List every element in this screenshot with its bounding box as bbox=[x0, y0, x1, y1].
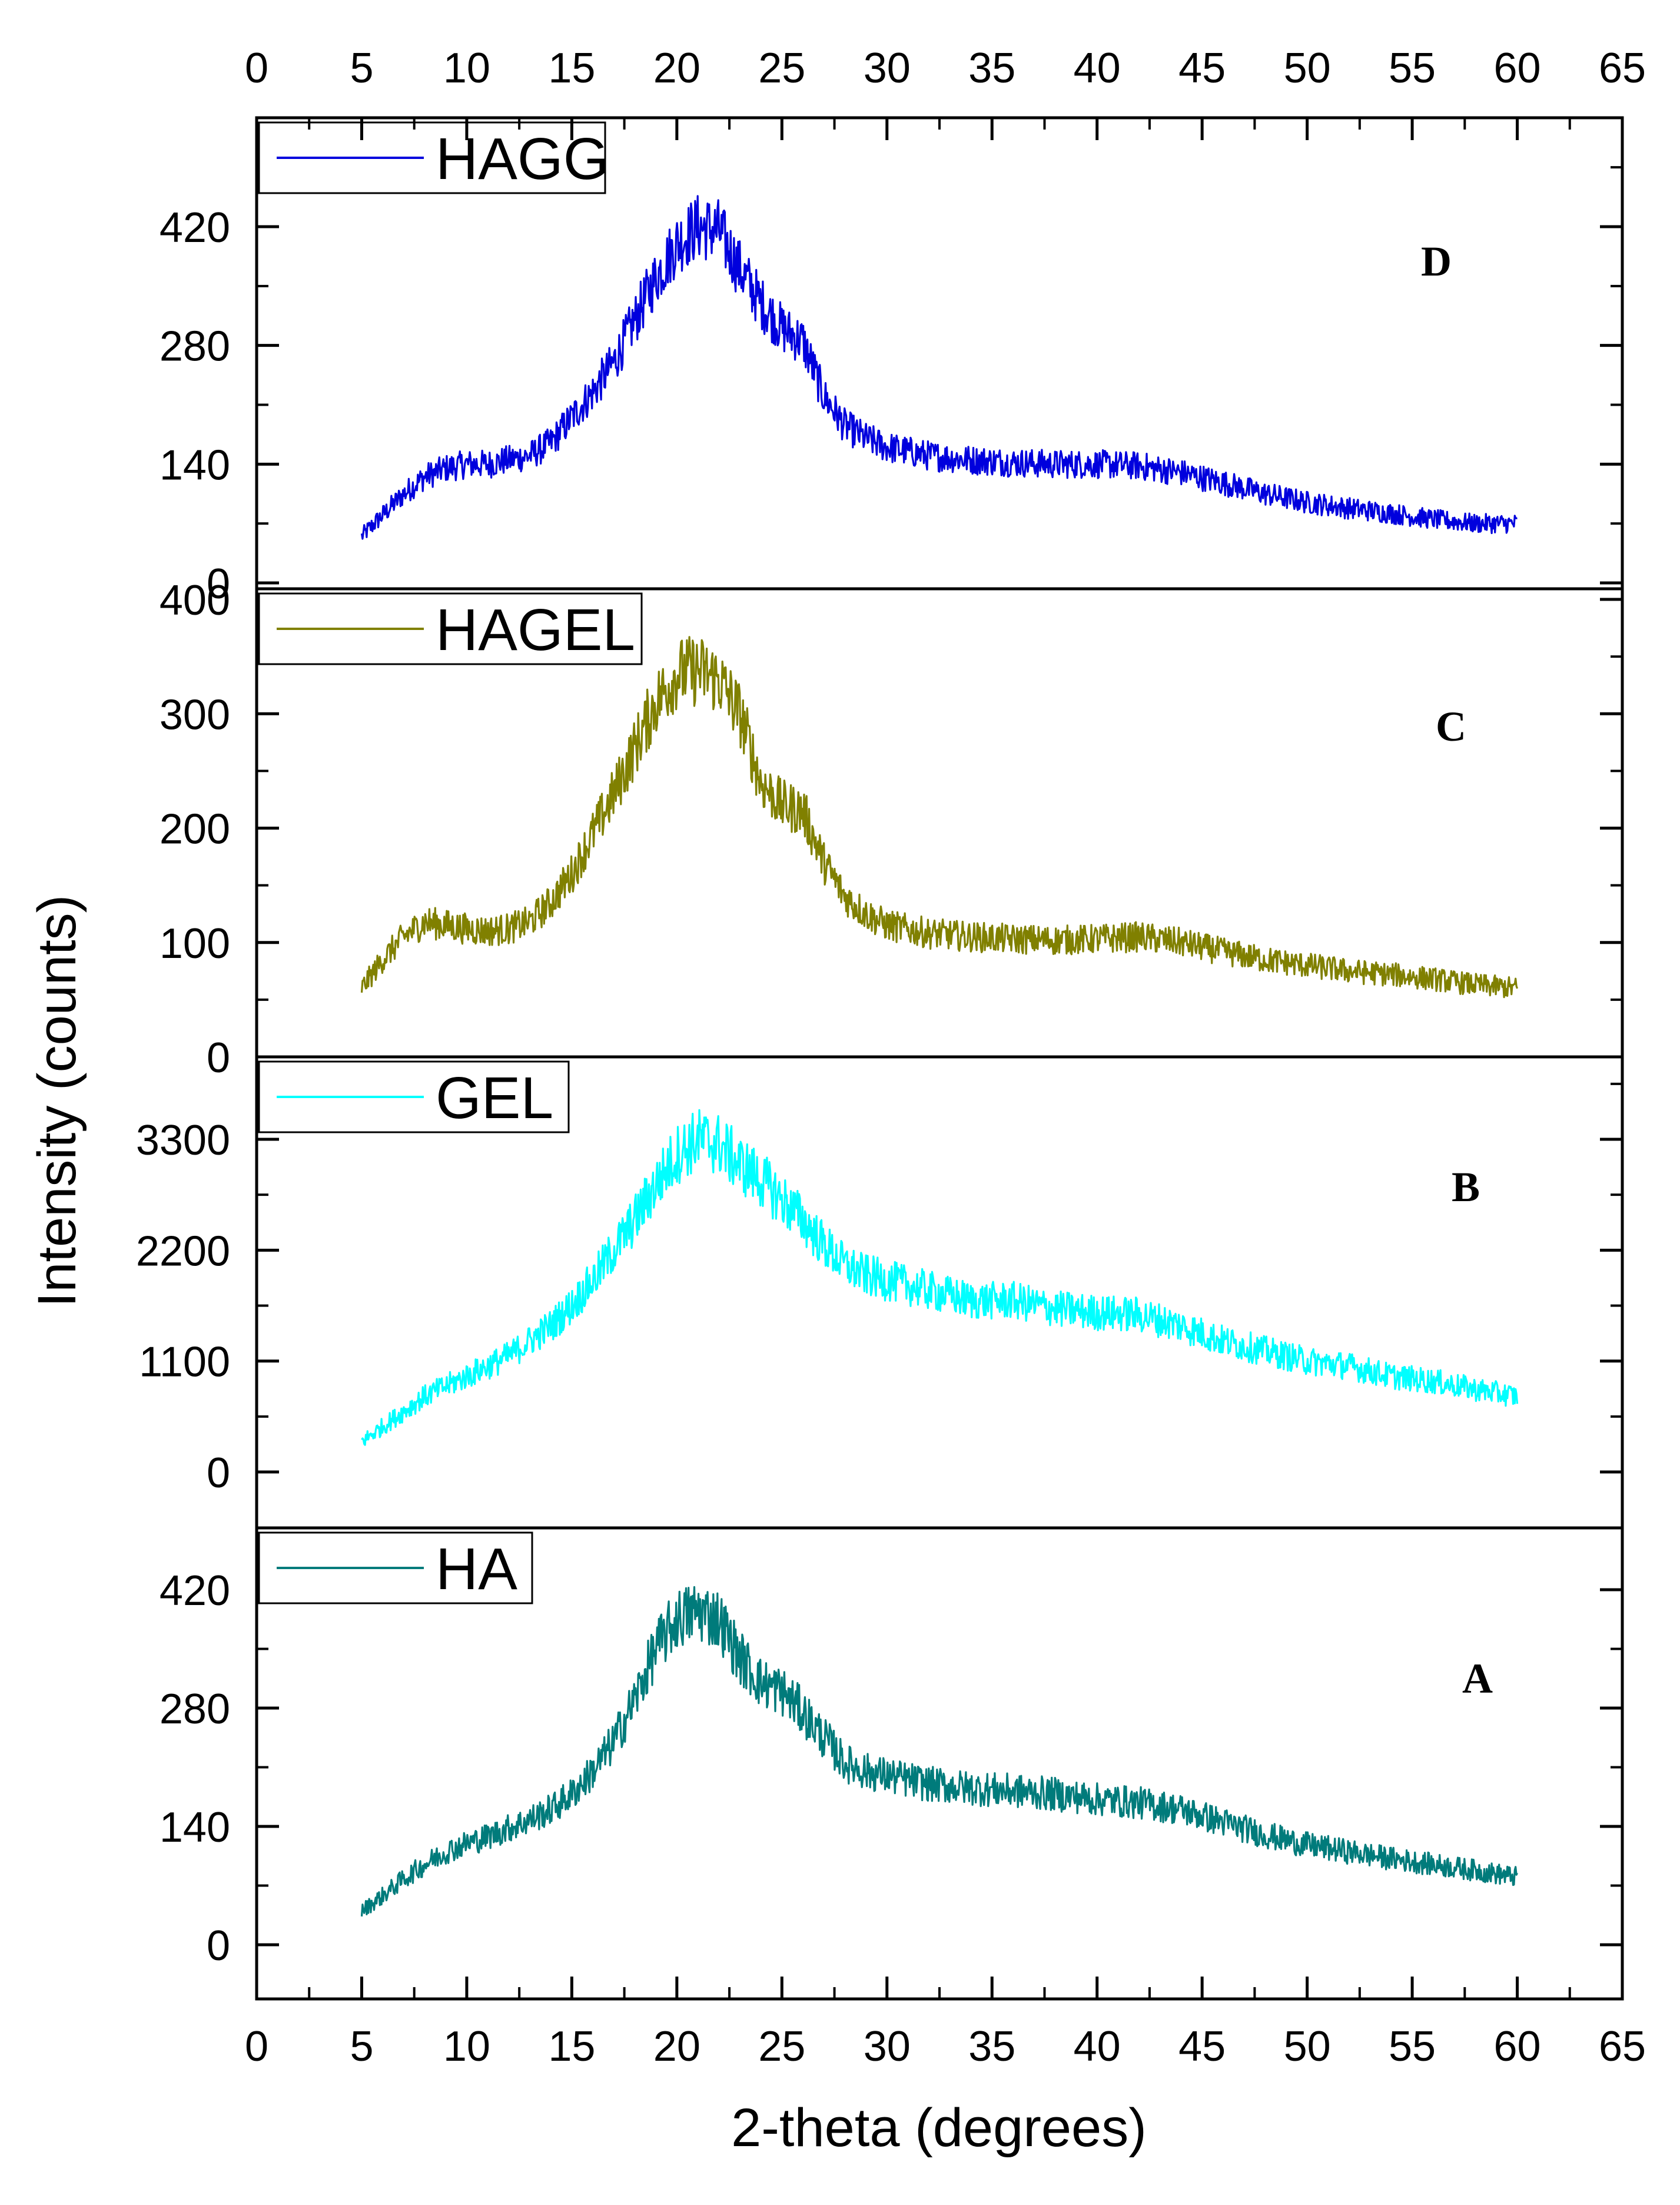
x-tick-label-bottom: 30 bbox=[864, 2023, 911, 2070]
y-tick-label-C: 300 bbox=[160, 691, 230, 738]
x-tick-label-bottom: 25 bbox=[758, 2023, 805, 2070]
y-tick-label-A: 280 bbox=[160, 1686, 230, 1733]
y-tick-label-D: 0 bbox=[207, 561, 230, 608]
x-tick-label-top: 10 bbox=[443, 45, 490, 92]
x-tick-label-top: 20 bbox=[653, 45, 700, 92]
x-tick-label-bottom: 0 bbox=[245, 2023, 268, 2070]
x-tick-label-top: 45 bbox=[1178, 45, 1226, 92]
x-tick-label-bottom: 50 bbox=[1284, 2023, 1331, 2070]
x-tick-label-bottom: 35 bbox=[968, 2023, 1015, 2070]
panel-label-A: A bbox=[1462, 1655, 1493, 1702]
y-tick-label-A: 140 bbox=[160, 1804, 230, 1851]
y-tick-label-B: 1100 bbox=[139, 1339, 230, 1386]
x-tick-label-bottom: 20 bbox=[653, 2023, 700, 2070]
y-tick-label-D: 280 bbox=[160, 323, 230, 370]
x-tick-label-bottom: 65 bbox=[1599, 2023, 1646, 2070]
panel-label-D: D bbox=[1421, 238, 1452, 285]
x-tick-label-bottom: 60 bbox=[1493, 2023, 1540, 2070]
series-line-gel bbox=[361, 1109, 1519, 1446]
y-tick-label-A: 420 bbox=[160, 1567, 230, 1614]
y-tick-label-C: 0 bbox=[207, 1034, 230, 1082]
y-tick-label-C: 200 bbox=[160, 806, 230, 853]
y-tick-label-C: 400 bbox=[160, 577, 230, 624]
x-tick-label-bottom: 55 bbox=[1389, 2023, 1436, 2070]
x-tick-label-top: 5 bbox=[350, 45, 373, 92]
x-tick-label-bottom: 40 bbox=[1074, 2023, 1121, 2070]
legend-box-C bbox=[258, 592, 643, 665]
x-tick-label-top: 50 bbox=[1284, 45, 1331, 92]
x-tick-label-top: 0 bbox=[245, 45, 268, 92]
y-tick-label-C: 100 bbox=[160, 920, 230, 967]
x-tick-label-top: 65 bbox=[1599, 45, 1646, 92]
x-tick-label-bottom: 15 bbox=[548, 2023, 595, 2070]
x-tick-label-bottom: 10 bbox=[443, 2023, 490, 2070]
panel-label-C: C bbox=[1436, 703, 1466, 750]
legend-label-D: HAGG bbox=[436, 126, 609, 192]
x-tick-label-top: 30 bbox=[864, 45, 911, 92]
x-tick-label-top: 55 bbox=[1389, 45, 1436, 92]
legend-label-A: HA bbox=[436, 1536, 517, 1602]
y-tick-label-D: 140 bbox=[160, 442, 230, 489]
series-line-hagel bbox=[360, 636, 1519, 999]
x-tick-label-top: 40 bbox=[1074, 45, 1121, 92]
x-tick-label-top: 25 bbox=[758, 45, 805, 92]
x-axis-title: 2-theta (degrees) bbox=[731, 2098, 1147, 2158]
legend-label-B: GEL bbox=[436, 1065, 553, 1131]
x-tick-label-top: 15 bbox=[548, 45, 595, 92]
y-tick-label-A: 0 bbox=[207, 1922, 230, 1969]
y-tick-label-D: 420 bbox=[160, 204, 230, 251]
y-axis-title: Intensity (counts) bbox=[27, 895, 87, 1308]
series-line-ha bbox=[360, 1586, 1518, 1917]
legend-label-C: HAGEL bbox=[436, 597, 635, 663]
x-tick-label-top: 35 bbox=[968, 45, 1015, 92]
x-tick-label-bottom: 45 bbox=[1178, 2023, 1226, 2070]
x-tick-label-top: 60 bbox=[1493, 45, 1540, 92]
y-tick-label-B: 3300 bbox=[136, 1117, 230, 1164]
y-tick-label-B: 0 bbox=[207, 1450, 230, 1497]
series-line-hagg bbox=[360, 195, 1518, 540]
panel-label-B: B bbox=[1452, 1163, 1480, 1211]
x-tick-label-bottom: 5 bbox=[350, 2023, 373, 2070]
y-tick-label-B: 2200 bbox=[136, 1228, 230, 1275]
